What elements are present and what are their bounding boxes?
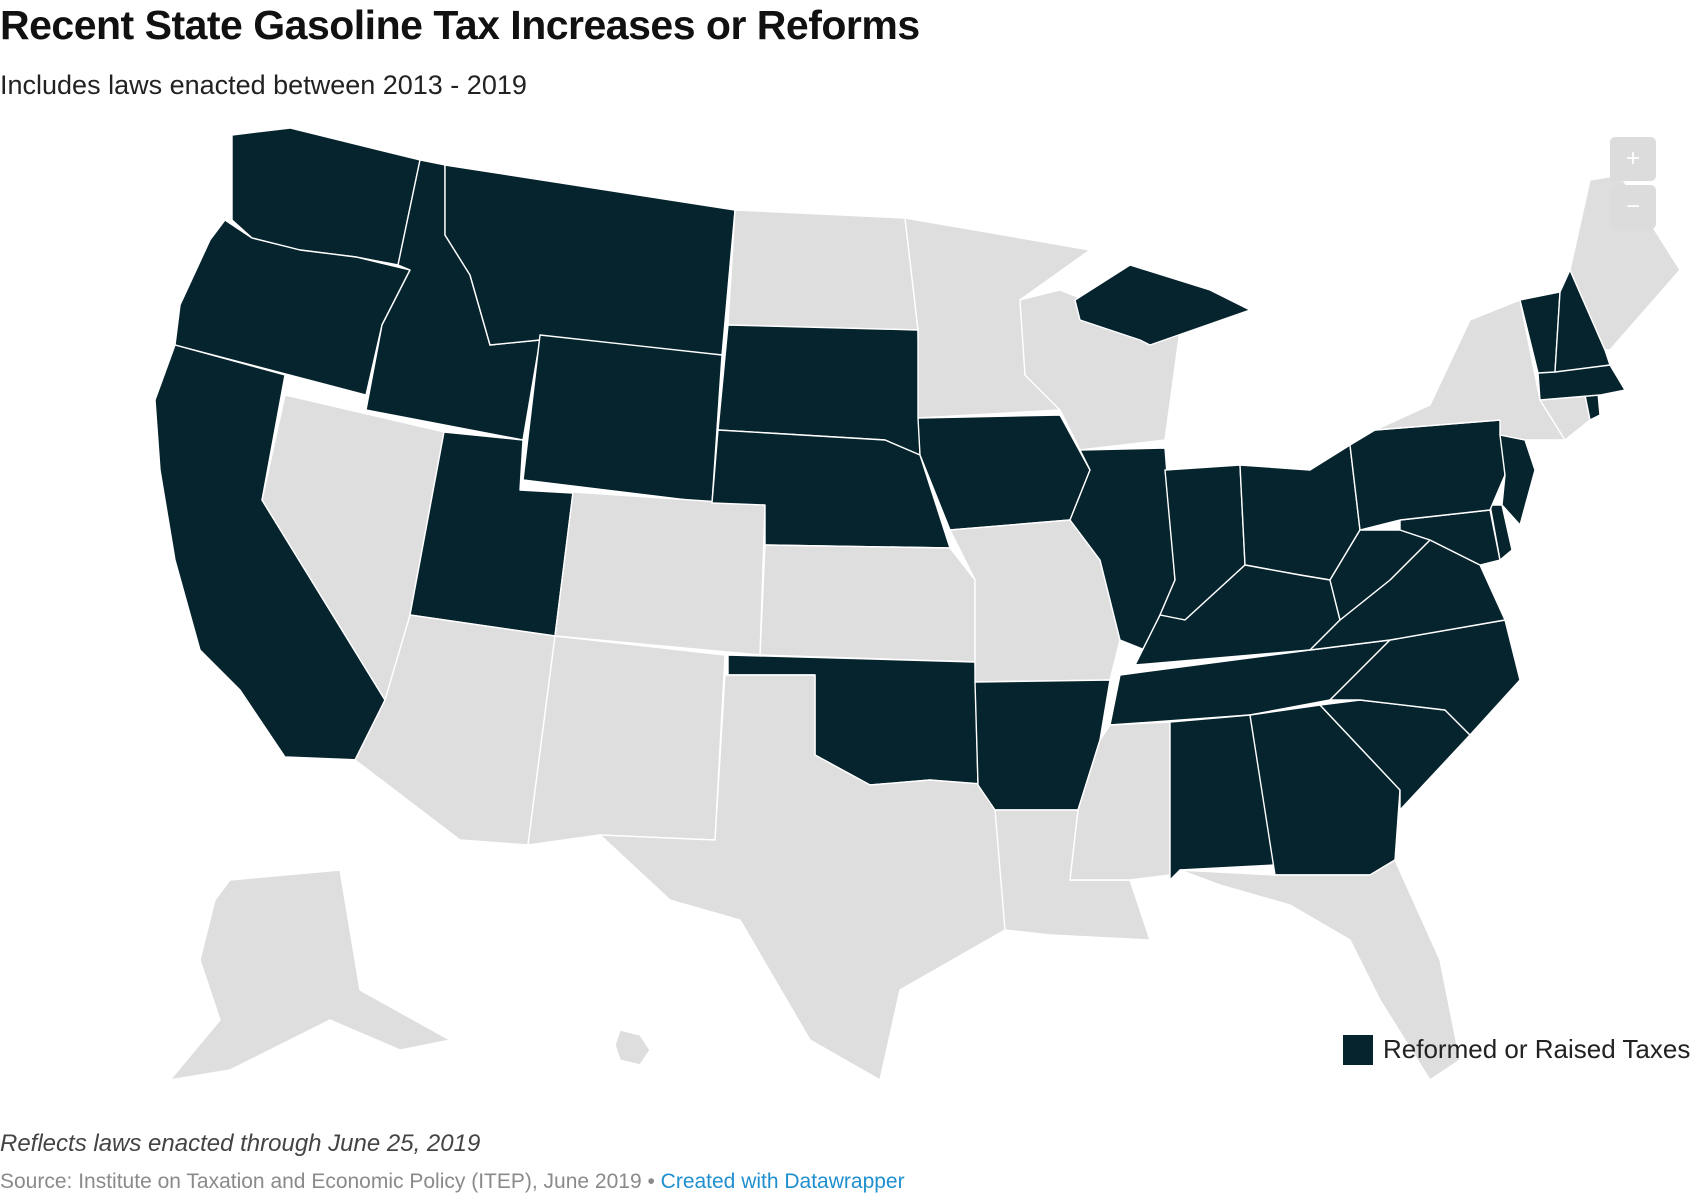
state-wyoming[interactable] xyxy=(522,334,723,504)
datawrapper-credit-link[interactable]: Created with Datawrapper xyxy=(660,1170,905,1193)
chart-subtitle: Includes laws enacted between 2013 - 201… xyxy=(0,70,527,100)
state-new-jersey[interactable] xyxy=(1499,434,1536,526)
state-alabama[interactable] xyxy=(1169,714,1276,881)
state-colorado[interactable] xyxy=(554,491,766,656)
legend-label: Reformed or Raised Taxes xyxy=(1383,1034,1691,1064)
zoom-out-button[interactable]: − xyxy=(1610,185,1656,229)
state-texas[interactable] xyxy=(599,674,1006,1081)
us-states-map xyxy=(154,127,1681,1081)
zoom-controls: + − xyxy=(1610,137,1656,233)
zoom-in-button[interactable]: + xyxy=(1610,137,1656,181)
state-montana[interactable] xyxy=(444,164,736,356)
source-text: Source: Institute on Taxation and Econom… xyxy=(0,1170,661,1193)
state-michigan[interactable] xyxy=(1074,264,1251,346)
chart-title: Recent State Gasoline Tax Increases or R… xyxy=(0,2,920,48)
legend-swatch xyxy=(1343,1034,1373,1065)
state-alaska[interactable] xyxy=(169,869,451,1081)
state-iowa[interactable] xyxy=(917,414,1091,531)
state-california[interactable] xyxy=(154,344,386,761)
state-delaware[interactable] xyxy=(1489,504,1513,561)
state-maine[interactable] xyxy=(1569,174,1681,351)
footnote: Reflects laws enacted through June 25, 2… xyxy=(0,1130,481,1157)
state-kansas[interactable] xyxy=(759,544,976,663)
state-hawaii[interactable] xyxy=(614,1029,651,1066)
state-new-mexico[interactable] xyxy=(527,635,726,846)
state-new-hampshire[interactable] xyxy=(1554,269,1611,373)
state-florida[interactable] xyxy=(1179,859,1461,1081)
map-legend: Reformed or Raised Taxes xyxy=(1343,1034,1690,1065)
state-north-dakota[interactable] xyxy=(727,209,919,331)
source-line: Source: Institute on Taxation and Econom… xyxy=(0,1170,905,1194)
